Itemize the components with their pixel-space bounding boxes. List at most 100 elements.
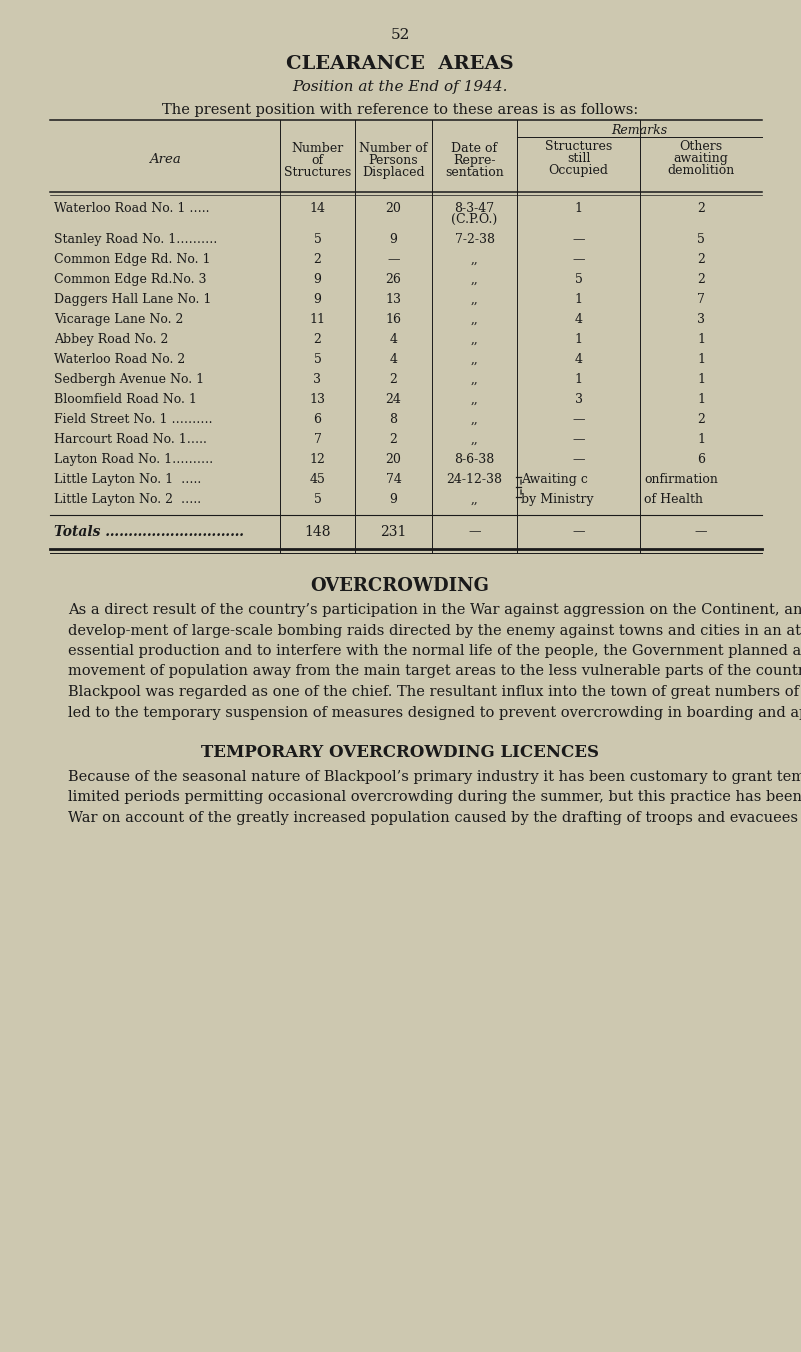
Text: Little Layton No. 2  …..: Little Layton No. 2 ….. [54, 493, 201, 506]
Text: 13: 13 [385, 293, 401, 306]
Text: Position at the End of 1944.: Position at the End of 1944. [292, 80, 508, 95]
Text: Harcourt Road No. 1…..: Harcourt Road No. 1….. [54, 433, 207, 446]
Text: 4: 4 [389, 333, 397, 346]
Text: 1: 1 [574, 293, 582, 306]
Text: by Ministry: by Ministry [521, 493, 594, 506]
Text: 2: 2 [697, 201, 705, 215]
Text: 5: 5 [313, 233, 321, 246]
Text: ,,: ,, [471, 253, 478, 266]
Text: 9: 9 [313, 273, 321, 287]
Text: 8-3-47: 8-3-47 [454, 201, 494, 215]
Text: —: — [572, 433, 585, 446]
Text: War on account of the greatly increased population caused by the drafting of tro: War on account of the greatly increased … [68, 811, 801, 825]
Text: 13: 13 [309, 393, 325, 406]
Text: 8: 8 [389, 412, 397, 426]
Text: 26: 26 [385, 273, 401, 287]
Text: Remarks: Remarks [611, 124, 667, 137]
Text: 1: 1 [697, 433, 705, 446]
Text: —: — [572, 233, 585, 246]
Text: 5: 5 [313, 353, 321, 366]
Text: 14: 14 [309, 201, 325, 215]
Text: ,,: ,, [471, 433, 478, 446]
Text: Number of: Number of [360, 142, 428, 155]
Text: 148: 148 [304, 525, 331, 539]
Text: ,,: ,, [471, 373, 478, 387]
Text: As a direct result of the country’s participation in the War against aggression : As a direct result of the country’s part… [68, 603, 801, 617]
Text: 231: 231 [380, 525, 407, 539]
Text: Occupied: Occupied [549, 164, 609, 177]
Text: —: — [694, 525, 707, 538]
Text: Number: Number [292, 142, 344, 155]
Text: Daggers Hall Lane No. 1: Daggers Hall Lane No. 1 [54, 293, 211, 306]
Text: Displaced: Displaced [362, 166, 425, 178]
Text: 45: 45 [309, 473, 325, 485]
Text: 1: 1 [697, 333, 705, 346]
Text: still: still [567, 151, 590, 165]
Text: Sedbergh Avenue No. 1: Sedbergh Avenue No. 1 [54, 373, 204, 387]
Text: 2: 2 [697, 253, 705, 266]
Text: 20: 20 [385, 453, 401, 466]
Text: limited periods permitting occasional overcrowding during the summer, but this p: limited periods permitting occasional ov… [68, 791, 801, 804]
Text: ,,: ,, [471, 333, 478, 346]
Text: Common Edge Rd.No. 3: Common Edge Rd.No. 3 [54, 273, 207, 287]
Text: 12: 12 [309, 453, 325, 466]
Text: Abbey Road No. 2: Abbey Road No. 2 [54, 333, 168, 346]
Text: Blackpool was regarded as one of the chief. The resultant influx into the town o: Blackpool was regarded as one of the chi… [68, 685, 801, 699]
Text: 9: 9 [389, 233, 397, 246]
Text: led to the temporary suspension of measures designed to prevent overcrowding in : led to the temporary suspension of measu… [68, 706, 801, 719]
Text: Persons: Persons [368, 154, 418, 168]
Text: Repre-: Repre- [453, 154, 496, 168]
Text: 74: 74 [385, 473, 401, 485]
Text: of Health: of Health [644, 493, 703, 506]
Text: 24: 24 [385, 393, 401, 406]
Text: ,,: ,, [471, 412, 478, 426]
Text: 5: 5 [697, 233, 705, 246]
Text: TEMPORARY OVERCROWDING LICENCES: TEMPORARY OVERCROWDING LICENCES [201, 744, 599, 761]
Text: Layton Road No. 1……….: Layton Road No. 1………. [54, 453, 213, 466]
Text: ,,: ,, [471, 493, 478, 506]
Text: essential production and to interfere with the normal life of the people, the Go: essential production and to interfere wi… [68, 644, 801, 658]
Text: 6: 6 [697, 453, 705, 466]
Text: ,,: ,, [471, 393, 478, 406]
Text: ,,: ,, [471, 353, 478, 366]
Text: —: — [572, 412, 585, 426]
Text: —: — [469, 525, 481, 538]
Text: 5: 5 [574, 273, 582, 287]
Text: Field Street No. 1 ……….: Field Street No. 1 ………. [54, 412, 212, 426]
Text: Awaiting c: Awaiting c [521, 473, 588, 485]
Text: —: — [572, 525, 585, 538]
Text: 24-12-38: 24-12-38 [446, 473, 502, 485]
Text: 1: 1 [697, 353, 705, 366]
Text: Common Edge Rd. No. 1: Common Edge Rd. No. 1 [54, 253, 211, 266]
Text: 4: 4 [574, 353, 582, 366]
Text: 3: 3 [313, 373, 321, 387]
Text: Because of the seasonal nature of Blackpool’s primary industry it has been custo: Because of the seasonal nature of Blackp… [68, 771, 801, 784]
Text: movement of population away from the main target areas to the less vulnerable pa: movement of population away from the mai… [68, 664, 801, 679]
Text: awaiting: awaiting [674, 151, 728, 165]
Text: 1: 1 [574, 333, 582, 346]
Text: 9: 9 [313, 293, 321, 306]
Text: 7: 7 [697, 293, 705, 306]
Text: CLEARANCE  AREAS: CLEARANCE AREAS [286, 55, 513, 73]
Text: 1: 1 [697, 393, 705, 406]
Text: 2: 2 [697, 273, 705, 287]
Text: onfirmation: onfirmation [644, 473, 718, 485]
Text: of: of [312, 154, 324, 168]
Text: 3: 3 [574, 393, 582, 406]
Text: OVERCROWDING: OVERCROWDING [311, 577, 489, 595]
Text: The present position with reference to these areas is as follows:: The present position with reference to t… [162, 103, 638, 118]
Text: 2: 2 [389, 373, 397, 387]
Text: Little Layton No. 1  …..: Little Layton No. 1 ….. [54, 473, 201, 485]
Text: 52: 52 [390, 28, 409, 42]
Text: 16: 16 [385, 314, 401, 326]
Text: 9: 9 [389, 493, 397, 506]
Text: Stanley Road No. 1……….: Stanley Road No. 1………. [54, 233, 217, 246]
Text: 2: 2 [697, 412, 705, 426]
Text: 6: 6 [313, 412, 321, 426]
Text: Area: Area [149, 153, 181, 166]
Text: 1: 1 [574, 201, 582, 215]
Text: Structures: Structures [284, 166, 351, 178]
Text: 20: 20 [385, 201, 401, 215]
Text: —: — [572, 253, 585, 266]
Text: Waterloo Road No. 1 …..: Waterloo Road No. 1 ….. [54, 201, 210, 215]
